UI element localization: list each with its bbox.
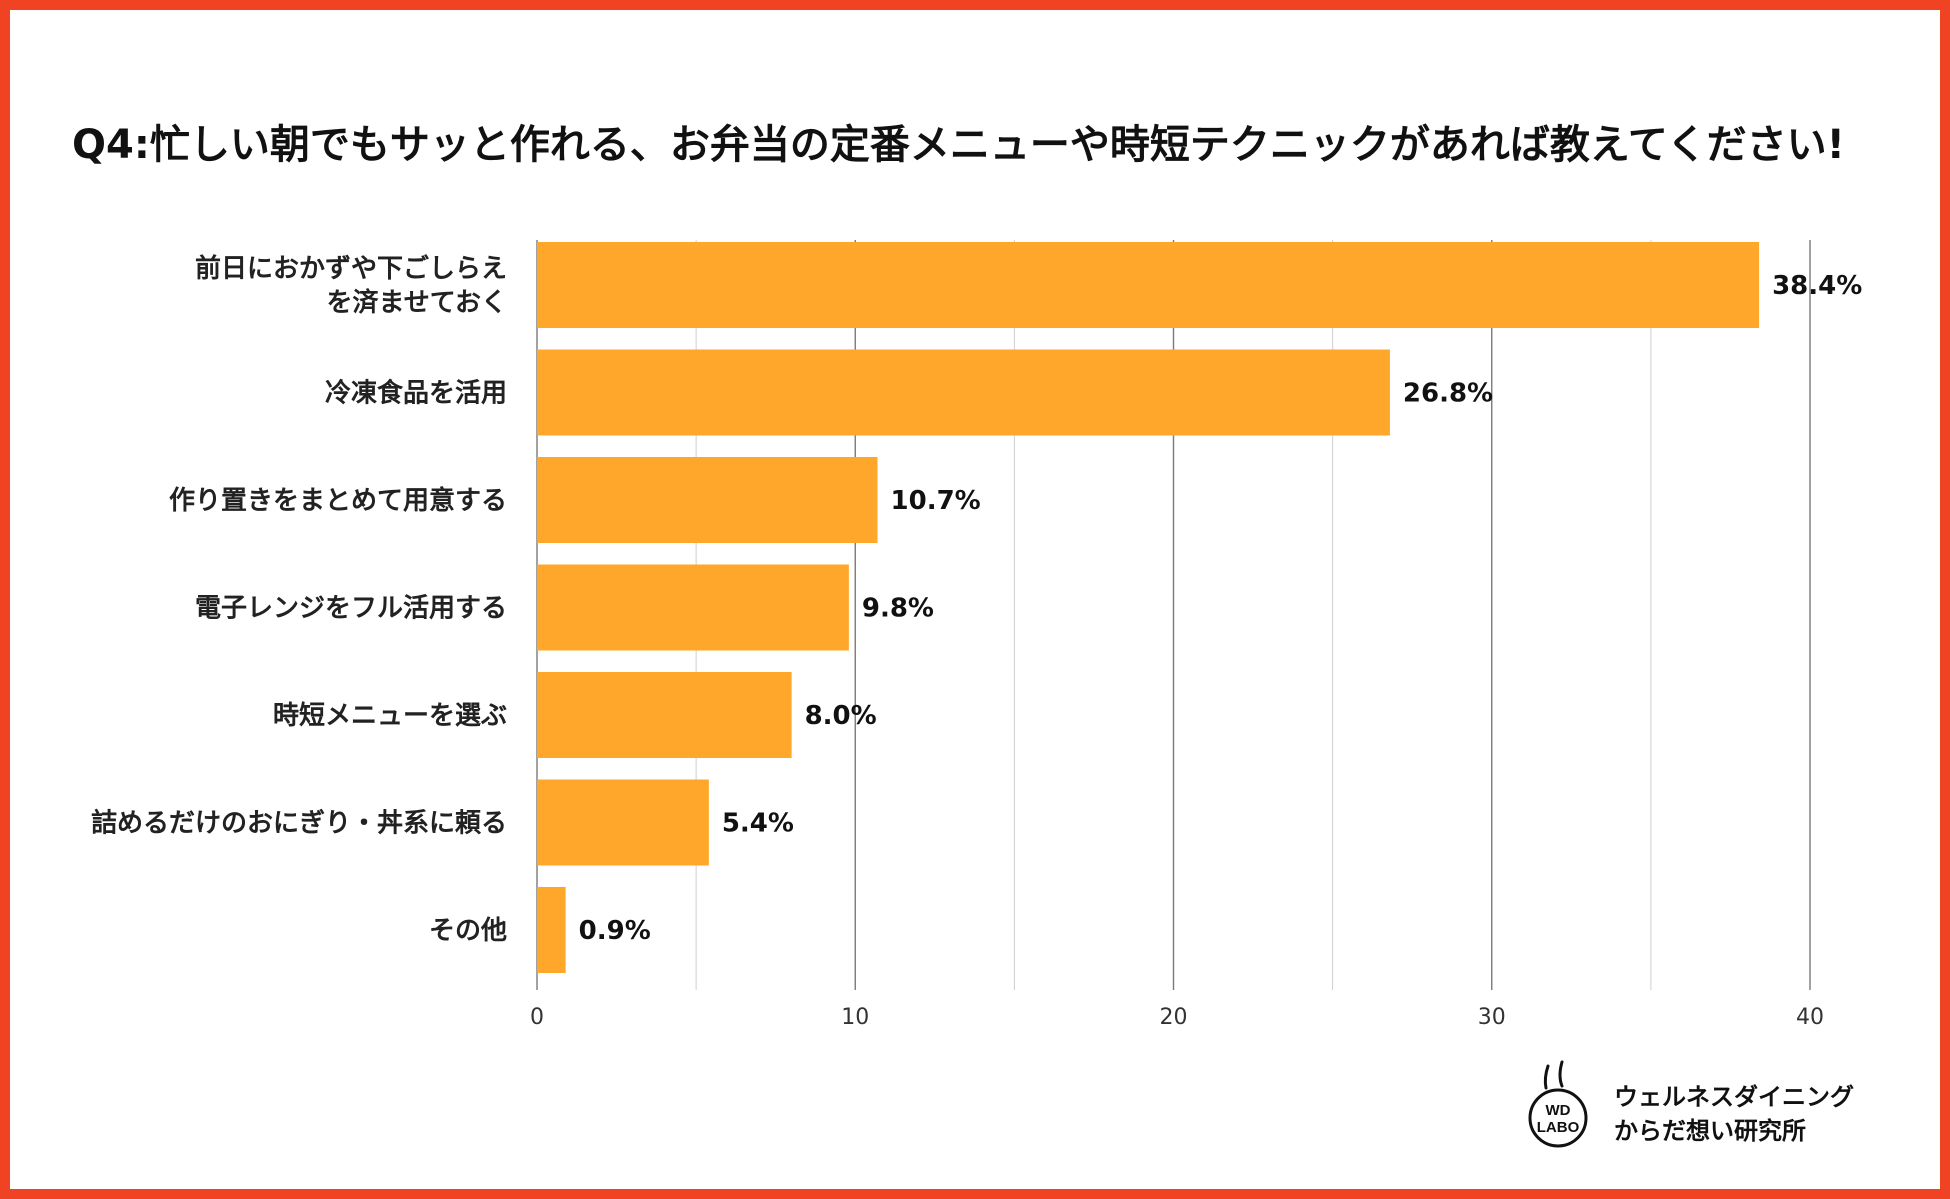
x-axis-ticks: 0 10 20 30 40 <box>530 1005 1824 1030</box>
wd-labo-logo: WD LABO <box>1528 1060 1588 1148</box>
brand-line2: からだ想い研究所 <box>1614 1117 1806 1145</box>
bar-3 <box>537 564 849 651</box>
bar-0 <box>537 242 1760 328</box>
bar-2 <box>537 457 878 543</box>
value-label-3: 9.8% <box>862 594 934 624</box>
bars <box>537 242 1760 973</box>
x-tick-label: 20 <box>1160 1005 1188 1030</box>
category-label-2: 作り置きをまとめて用意する <box>169 485 507 516</box>
logo-text-wd: WD <box>1546 1102 1571 1119</box>
x-tick-label: 40 <box>1796 1005 1824 1030</box>
bar-1 <box>537 349 1390 436</box>
value-label-6: 0.9% <box>579 916 651 946</box>
x-tick-label: 30 <box>1478 1005 1506 1030</box>
bar-5 <box>537 779 709 866</box>
category-label-6: その他 <box>429 916 507 946</box>
bar-6 <box>537 887 566 973</box>
category-label-4: 時短メニューを選ぶ <box>273 701 507 731</box>
chart-title: Q4:忙しい朝でもサッと作れる、お弁当の定番メニューや時短テクニックがあれば教え… <box>72 122 1845 168</box>
value-label-5: 5.4% <box>722 809 794 839</box>
category-label-5: 詰めるだけのおにぎり・丼系に頼る <box>91 808 507 839</box>
value-label-4: 8.0% <box>805 701 877 731</box>
value-label-1: 26.8% <box>1403 379 1493 409</box>
category-label-0: 前日におかずや下ごしらえを済ませておく <box>195 253 507 318</box>
value-label-2: 10.7% <box>891 486 981 516</box>
logo-text-labo: LABO <box>1537 1119 1580 1136</box>
bar-4 <box>537 672 792 758</box>
category-labels: 前日におかずや下ごしらえを済ませておく冷凍食品を活用作り置きをまとめて用意する電… <box>91 253 507 946</box>
value-label-0: 38.4% <box>1772 271 1862 301</box>
x-tick-label: 0 <box>530 1005 544 1030</box>
x-tick-label: 10 <box>841 1005 869 1030</box>
brand-name: ウェルネスダイニング からだ想い研究所 <box>1614 1080 1854 1148</box>
category-label-1: 冷凍食品を活用 <box>325 378 507 409</box>
brand-line1: ウェルネスダイニング <box>1614 1083 1854 1111</box>
value-labels: 38.4% 26.8% 10.7% 9.8% 8.0% 5.4% 0.9% <box>579 271 1863 946</box>
category-label-3: 電子レンジをフル活用する <box>195 594 507 624</box>
